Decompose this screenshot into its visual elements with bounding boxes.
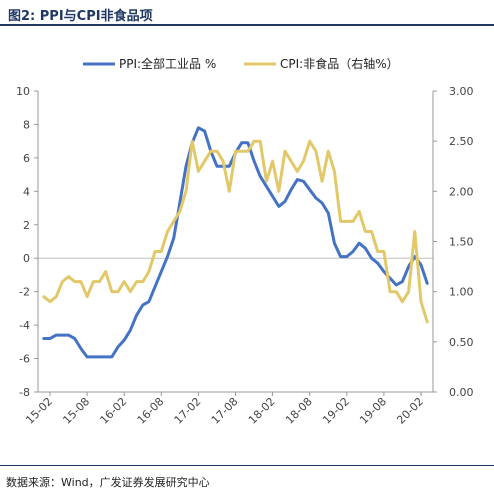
x-tick-label: 17-02: [172, 395, 204, 427]
y-left-tick-label: 10: [16, 85, 30, 98]
series-lines: [42, 126, 429, 359]
x-tick-label: 15-08: [60, 395, 92, 427]
y-right-tick-label: 1.00: [449, 286, 474, 299]
y-left-tick-label: -4: [19, 319, 30, 332]
chart-title: 图2: PPI与CPI非食品项: [8, 9, 153, 24]
legend-label: CPI:非食品（右轴%）: [280, 56, 399, 71]
x-tick-label: 19-08: [357, 395, 389, 427]
x-tick-label: 17-08: [209, 395, 241, 427]
y-right-tick-label: 0.00: [449, 386, 474, 399]
x-tick-label: 20-02: [394, 395, 426, 427]
y-left-tick-label: 4: [23, 185, 30, 198]
x-tick-label: 16-02: [98, 395, 130, 427]
source-note: 数据来源：Wind，广发证券发展研究中心: [6, 476, 210, 489]
series-line-ppi: [42, 126, 429, 359]
line-chart: -8 -6 -4 -2 0 2 4 6 8 10 0.00 0.50 1.00 1.50 2.00 2.50 3…: [16, 56, 474, 427]
y-left-tick-label: -8: [19, 386, 30, 399]
y-left-tick-label: 0: [23, 252, 30, 265]
y-left-tick-label: 8: [23, 118, 30, 131]
title-bar: 图2: PPI与CPI非食品项: [0, 0, 494, 26]
y-right-tick-label: 3.00: [449, 85, 474, 98]
y-left-tick-label: 2: [23, 219, 30, 232]
axes: -8 -6 -4 -2 0 2 4 6 8 10 0.00 0.50 1.00 1.50 2.00 2.50 3…: [16, 85, 474, 427]
y-left-tick-label: -2: [19, 286, 30, 299]
y-right-tick-label: 0.50: [449, 336, 474, 349]
y-right-tick-label: 2.00: [449, 185, 474, 198]
y-left-tick-label: 6: [23, 152, 30, 165]
y-right-tick-label: 1.50: [449, 236, 474, 249]
x-tick-label: 18-08: [283, 395, 315, 427]
footer-rule: [0, 465, 494, 466]
x-tick-label: 18-02: [246, 395, 278, 427]
legend-label: PPI:全部工业品 %: [119, 56, 216, 71]
y-left-tick-label: -6: [19, 353, 30, 366]
legend: PPI:全部工业品 % CPI:非食品（右轴%）: [83, 56, 399, 71]
series-line-cpi: [42, 139, 429, 324]
x-tick-label: 19-02: [320, 395, 352, 427]
y-right-tick-label: 2.50: [449, 135, 474, 148]
x-tick-label: 15-02: [23, 395, 55, 427]
x-tick-label: 16-08: [135, 395, 167, 427]
